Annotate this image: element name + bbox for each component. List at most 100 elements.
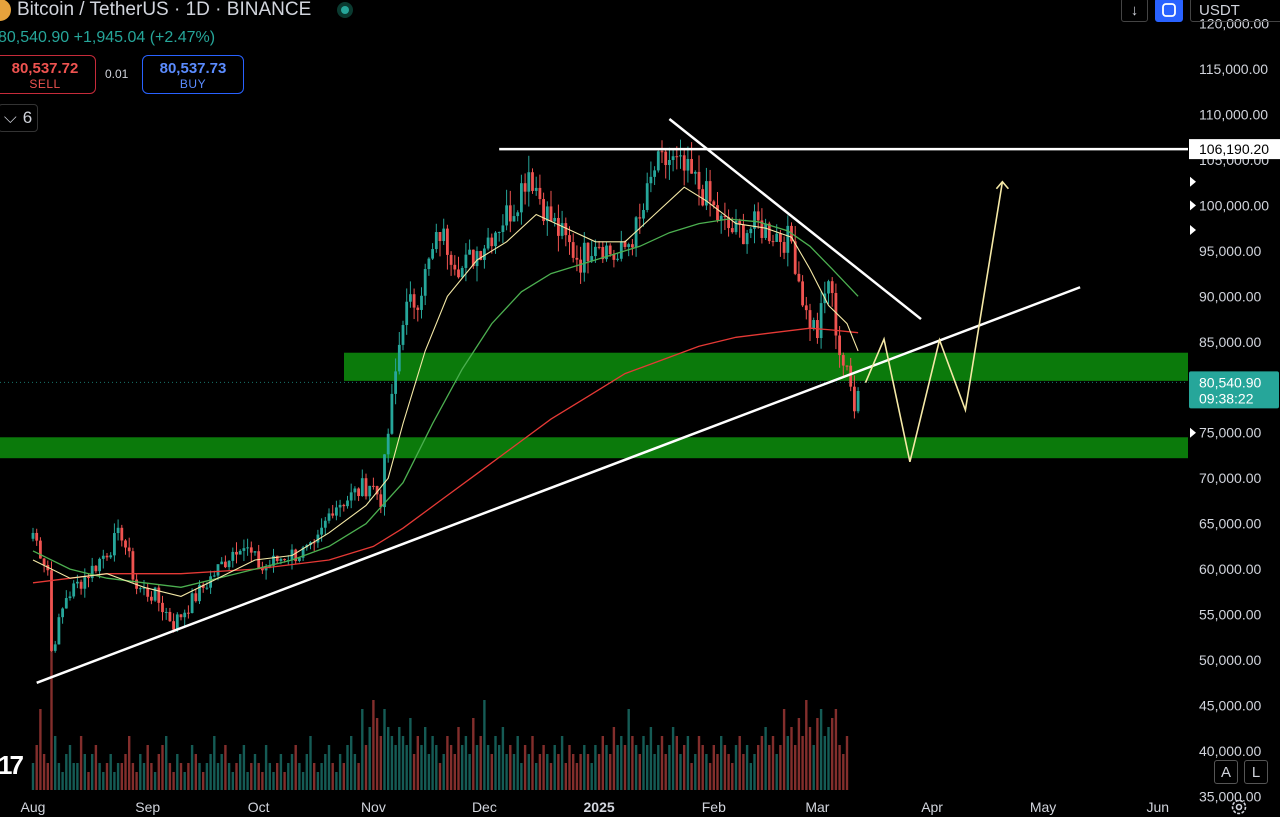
volume-bar [124, 754, 127, 790]
candle-body [571, 242, 575, 258]
volume-bar [694, 754, 697, 790]
candle-body [39, 540, 42, 559]
volume-bar [553, 745, 556, 790]
volume-bar [416, 736, 419, 790]
volume-bar [298, 763, 301, 790]
volume-bar [483, 700, 486, 790]
candle-body [57, 617, 61, 645]
marker-arrow-icon [1190, 427, 1196, 438]
volume-bar [745, 745, 749, 790]
volume-bar [131, 763, 135, 790]
volume-bar [264, 745, 268, 790]
price-tick-label: 100,000.00 [1199, 197, 1269, 213]
volume-bar [350, 736, 353, 790]
volume-bar [812, 745, 815, 790]
volume-bar [675, 736, 678, 790]
last-price: 80,540.90 [0, 29, 70, 46]
sell-button[interactable]: 80,537.72 SELL [0, 55, 96, 94]
candle-body [87, 576, 90, 579]
price-quote: 80,540.90 +1,945.04 (+2.47%) [0, 29, 215, 47]
volume-bar [227, 763, 231, 790]
candle-body [294, 549, 298, 562]
candle-body [405, 301, 409, 326]
candle-body [764, 223, 767, 238]
volume-bar [816, 718, 819, 790]
candle-body [268, 565, 272, 567]
symbol-title[interactable]: Bitcoin / TetherUS · 1D · BINANCE [0, 0, 354, 21]
candle-body [364, 478, 368, 497]
volume-bar [438, 763, 442, 790]
candle-body [390, 393, 394, 434]
volume-bar [646, 745, 649, 790]
indicators-toggle[interactable]: ⌵ 6 [0, 104, 38, 132]
download-button[interactable]: ↓ [1121, 0, 1148, 22]
volume-bar [435, 745, 438, 790]
time-tick-label: Sep [135, 799, 160, 815]
candle-body [394, 371, 397, 394]
candle-body [838, 335, 841, 356]
volume-bar [753, 754, 756, 790]
time-tick-label: Feb [702, 799, 726, 815]
volume-bar [601, 736, 604, 790]
volume-bar [446, 736, 449, 790]
candle-body [560, 223, 564, 236]
volume-bar [538, 754, 542, 790]
volume-bars [31, 598, 849, 790]
volume-bar [794, 745, 797, 790]
volume-bar [46, 763, 49, 790]
volume-bar [157, 754, 160, 790]
currency-select[interactable]: USDT [1190, 0, 1280, 22]
candle-body [545, 206, 549, 222]
candle-body [605, 245, 608, 260]
log-scale-button[interactable]: L [1244, 760, 1268, 784]
candle-body [416, 307, 420, 310]
snapshot-button[interactable] [1155, 0, 1183, 22]
candle-body [90, 565, 94, 579]
candle-body [468, 249, 471, 255]
volume-bar [475, 745, 479, 790]
volume-bar [623, 745, 627, 790]
support-zone-upper [344, 352, 1188, 381]
volume-bar [679, 754, 682, 790]
time-tick-label: Nov [361, 799, 386, 815]
candle-body [249, 547, 253, 553]
volume-bar [190, 745, 194, 790]
candle-body [564, 223, 568, 236]
buy-button[interactable]: 80,537.73 BUY [142, 55, 244, 94]
volume-bar [142, 763, 146, 790]
volume-bar [731, 763, 734, 790]
volume-bar [102, 772, 105, 790]
support-zones [0, 352, 1188, 459]
volume-bar [801, 736, 804, 790]
candle-body [179, 614, 183, 618]
volume-bar [364, 745, 368, 790]
candle-body [756, 211, 760, 221]
candle-body [157, 587, 161, 603]
auto-scale-button[interactable]: A [1214, 760, 1238, 784]
candle-body [645, 183, 649, 210]
candle-body [235, 551, 238, 555]
price-tick-label: 75,000.00 [1199, 425, 1261, 441]
candle-body [712, 201, 716, 206]
volume-bar [712, 745, 715, 790]
volume-bar [401, 736, 405, 790]
candle-body [460, 267, 464, 278]
gear-icon[interactable] [1230, 798, 1248, 816]
candle-body [608, 245, 612, 255]
candle-body [205, 587, 209, 589]
candle-body [216, 564, 220, 576]
candlesticks [31, 139, 860, 653]
volume-bar [187, 763, 190, 790]
candle-body [660, 151, 664, 153]
chevron-down-icon: ⌵ [3, 108, 17, 127]
volume-bar [79, 736, 83, 790]
candle-body [438, 232, 442, 242]
price-tick-label: 115,000.00 [1199, 61, 1268, 77]
volume-bar [620, 736, 623, 790]
volume-bar [387, 727, 390, 790]
price-tick-label: 90,000.00 [1199, 288, 1261, 304]
candle-body [194, 593, 198, 602]
candle-body [582, 242, 586, 273]
candle-body [634, 217, 638, 248]
